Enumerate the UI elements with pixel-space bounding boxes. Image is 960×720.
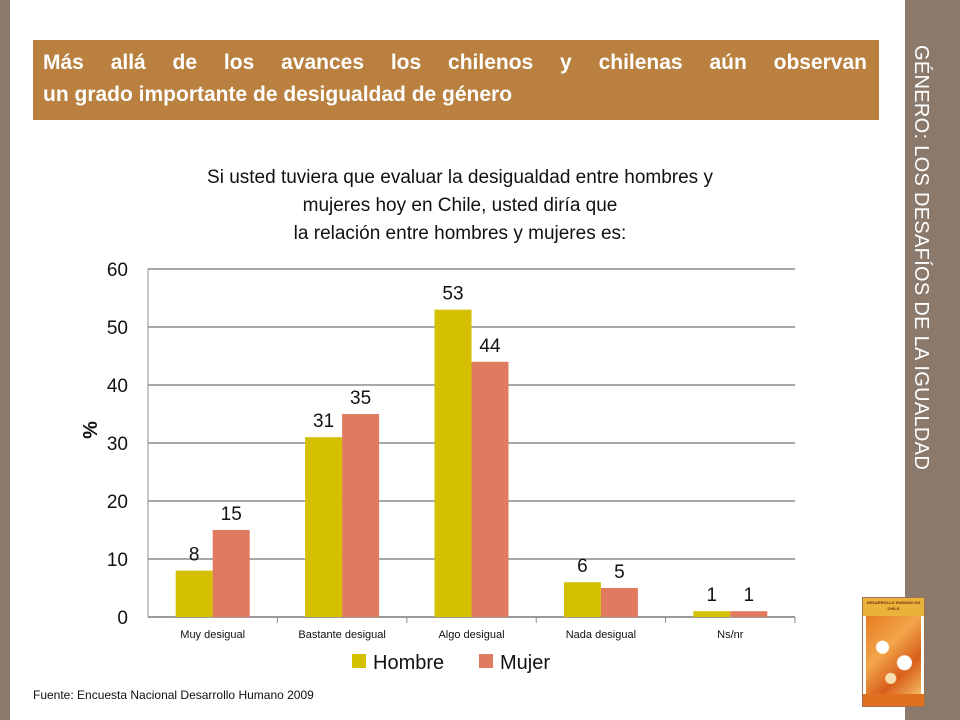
x-tick-label: Algo desigual — [438, 629, 504, 641]
bar-mujer — [471, 361, 509, 617]
bar-hombre — [434, 309, 472, 617]
bar-mujer — [212, 530, 250, 617]
data-label: 44 — [479, 336, 501, 357]
data-label: 35 — [350, 388, 371, 409]
chart-title-line-1: Si usted tuviera que evaluar la desigual… — [207, 167, 713, 188]
bar-mujer — [342, 414, 380, 617]
y-tick-label: 40 — [107, 376, 128, 397]
bar-hombre — [693, 611, 731, 617]
chart-title: Si usted tuviera que evaluar la desigual… — [130, 164, 790, 248]
headline-line-2: un grado importante de desigualdad de gé… — [43, 83, 513, 106]
data-label: 6 — [577, 556, 588, 577]
data-label: 1 — [707, 585, 718, 606]
x-tick-label: Muy desigual — [180, 629, 245, 641]
source-note: Fuente: Encuesta Nacional Desarrollo Hum… — [33, 688, 314, 702]
bar-mujer — [600, 588, 638, 617]
x-tick-label: Ns/nr — [717, 629, 744, 641]
data-label: 1 — [744, 585, 755, 606]
data-label: 15 — [221, 504, 242, 525]
y-tick-label: 10 — [107, 550, 128, 571]
x-tick-label: Nada desigual — [566, 629, 636, 641]
data-label: 5 — [614, 562, 625, 583]
data-label: 31 — [313, 411, 334, 432]
x-tick-label: Bastante desigual — [298, 629, 385, 641]
y-tick-label: 50 — [107, 318, 128, 339]
data-label: 8 — [189, 545, 200, 566]
y-tick-label: 0 — [117, 608, 128, 629]
left-decorative-strip — [0, 0, 10, 720]
headline-box: Más allá de los avances los chilenos y c… — [33, 40, 879, 120]
bar-hombre — [175, 570, 213, 617]
legend-swatch-mujer — [479, 654, 493, 668]
chart-title-line-3: la relación entre hombres y mujeres es: — [293, 223, 627, 244]
bar-mujer — [730, 611, 768, 617]
y-tick-label: 20 — [107, 492, 128, 513]
headline-line-1: Más allá de los avances los chilenos y c… — [43, 51, 867, 74]
bar-hombre — [305, 437, 343, 617]
side-title: GÉNERO: LOS DESAFÍOS DE LA IGUALDAD — [910, 45, 932, 471]
legend-swatch-hombre — [352, 654, 366, 668]
cover-title: DESARROLLO HUMANO EN CHILE — [866, 600, 921, 611]
y-tick-label: 60 — [107, 260, 128, 281]
y-axis-label: % — [80, 421, 102, 439]
y-tick-label: 30 — [107, 434, 128, 455]
data-label: 53 — [442, 284, 463, 305]
bar-hombre — [563, 582, 601, 617]
report-cover-image: DESARROLLO HUMANO EN CHILE — [862, 597, 925, 707]
legend-label-hombre: Hombre — [373, 652, 444, 674]
chart-title-line-2: mujeres hoy en Chile, usted diría que — [302, 195, 618, 216]
legend-label-mujer: Mujer — [500, 652, 550, 674]
